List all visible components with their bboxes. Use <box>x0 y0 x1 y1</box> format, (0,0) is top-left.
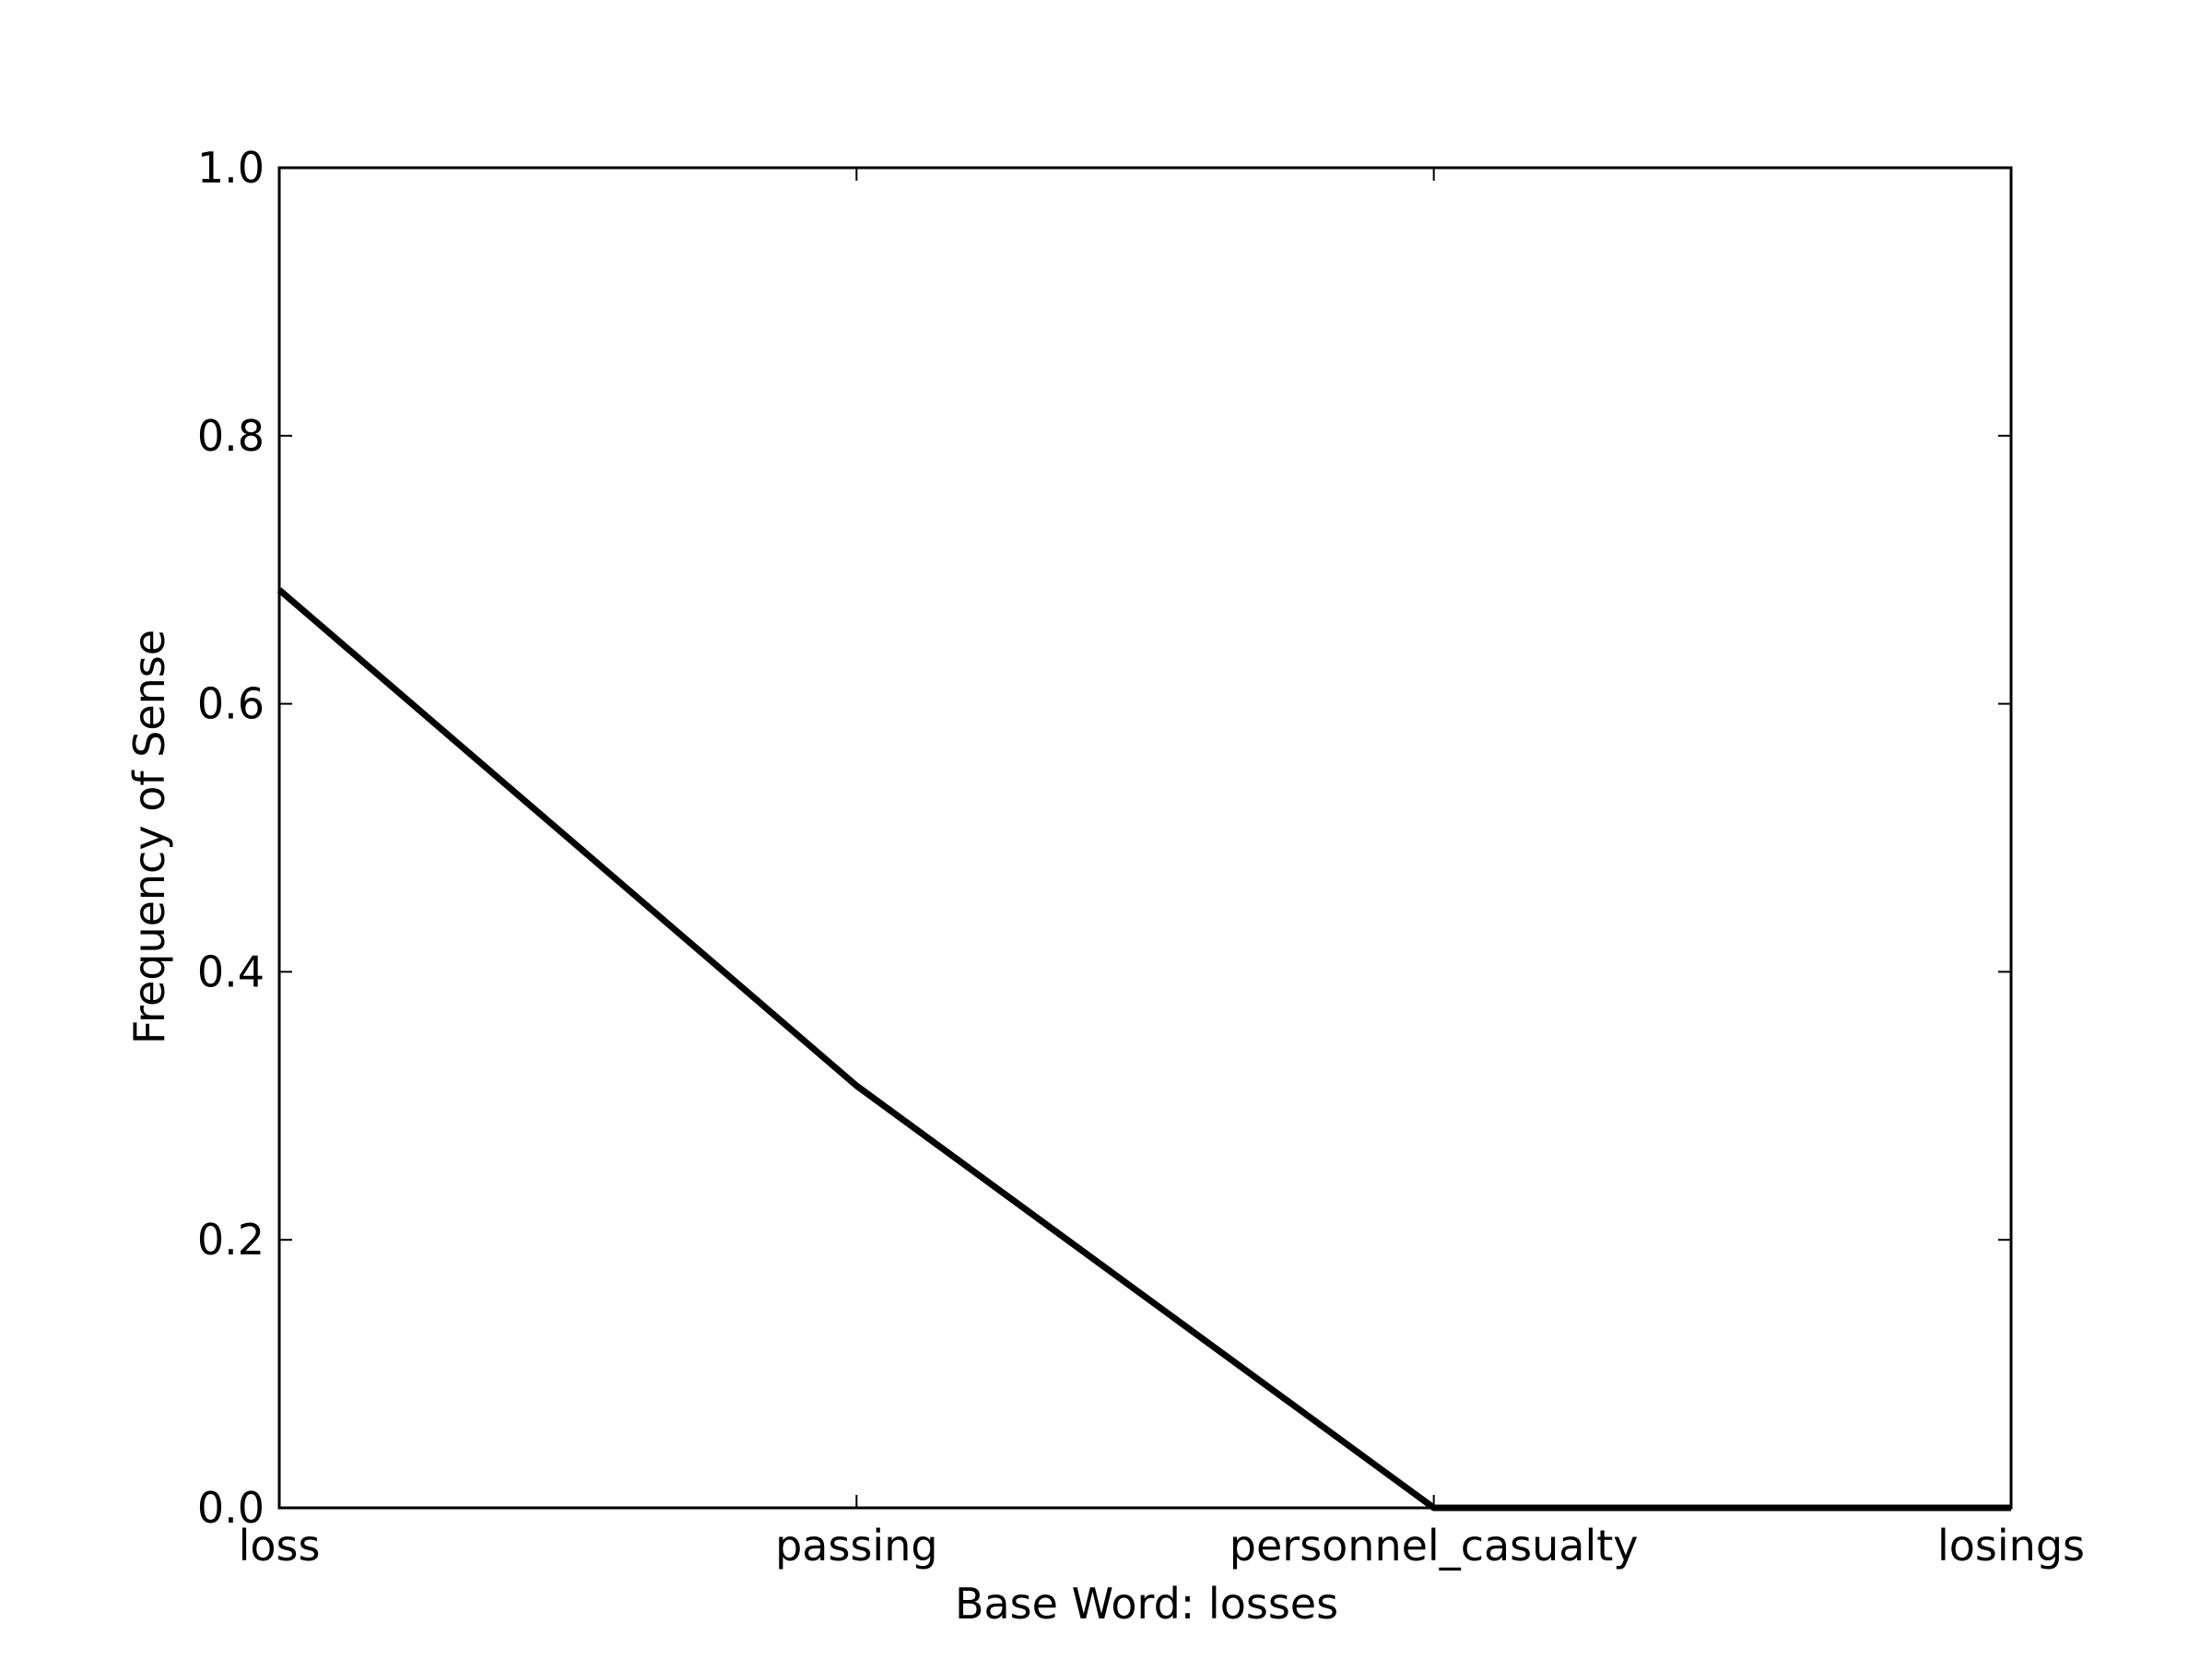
x-tick-label-2: personnel_casualty <box>1230 1521 1639 1571</box>
axis-ticks <box>278 167 2012 1509</box>
y-axis-label: Frequency of Sense <box>124 629 174 1044</box>
tick-labels: loss passing personnel_casualty losings 0.0 0… <box>197 143 2085 1571</box>
x-tick-label-0: loss <box>239 1521 321 1571</box>
x-tick-label-3: losings <box>1937 1521 2085 1571</box>
y-tick-label-0: 0.0 <box>197 1483 265 1533</box>
y-tick-label-3: 0.6 <box>197 679 265 729</box>
plot-area <box>276 166 2013 1512</box>
x-axis-label: Base Word: losses <box>955 1579 1338 1629</box>
y-tick-label-2: 0.4 <box>197 947 265 996</box>
axes-frame <box>277 166 2013 1510</box>
x-tick-label-1: passing <box>775 1521 937 1571</box>
y-tick-label-5: 1.0 <box>197 143 265 193</box>
y-tick-label-4: 0.8 <box>197 411 265 461</box>
y-tick-label-1: 0.2 <box>197 1215 265 1265</box>
